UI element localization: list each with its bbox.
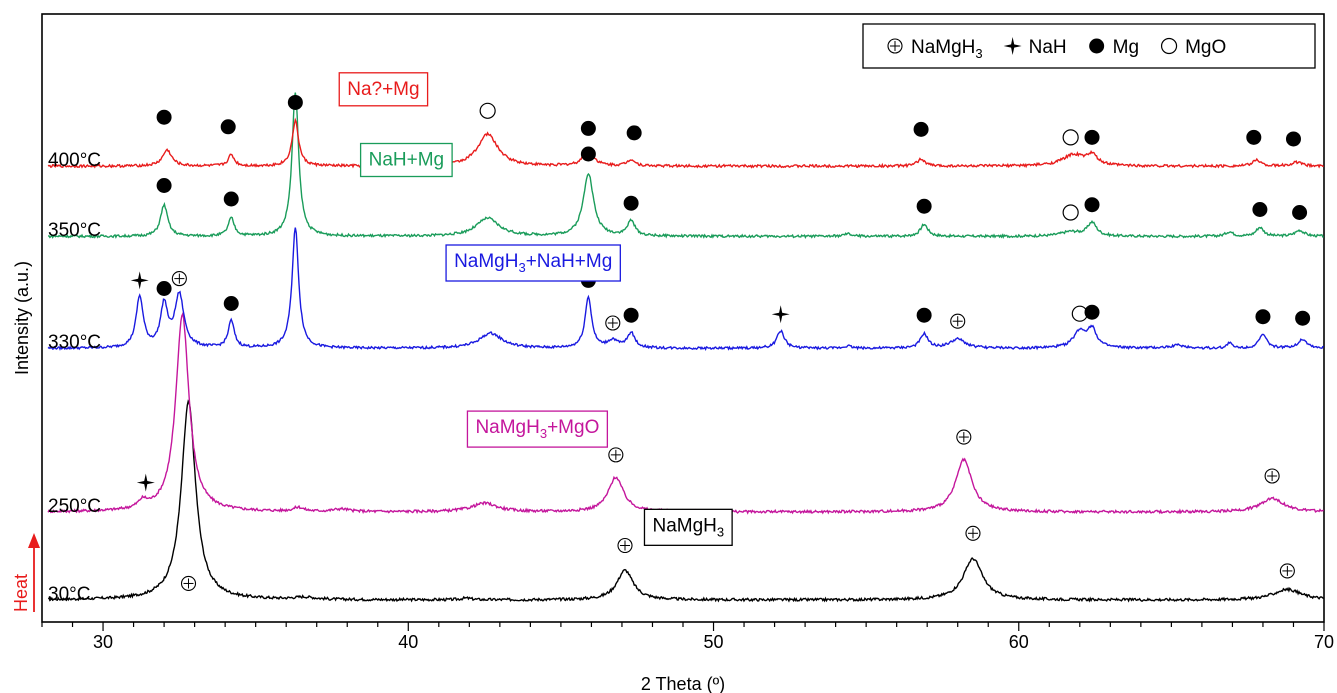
star-marker	[131, 271, 149, 289]
filled-circle-marker	[1085, 130, 1100, 145]
circle-plus-marker	[172, 272, 186, 286]
circle-plus-marker	[609, 448, 623, 462]
filled-circle-marker	[914, 122, 929, 137]
circle-plus-marker	[182, 576, 196, 590]
series-temperature-label: 30°C	[48, 584, 90, 605]
phase-label: NaMgH3+MgO	[467, 411, 607, 447]
filled-circle-marker	[1246, 130, 1261, 145]
circle-plus-marker	[1265, 469, 1279, 483]
circle-plus-marker	[888, 39, 902, 53]
filled-circle-marker	[1292, 205, 1307, 220]
filled-circle-marker	[1295, 311, 1310, 326]
legend-label: Mg	[1113, 37, 1139, 58]
heat-indicator: Heat	[11, 533, 40, 612]
filled-circle-marker	[1085, 197, 1100, 212]
filled-circle-marker	[224, 192, 239, 207]
filled-circle-marker	[157, 281, 172, 296]
phase-label: NaMgH3+NaH+Mg	[446, 245, 620, 281]
phase-label-text: NaMgH3	[652, 515, 724, 539]
star-marker	[137, 474, 155, 492]
series-line	[48, 401, 1324, 601]
circle-plus-marker	[957, 430, 971, 444]
open-circle-marker	[1162, 39, 1177, 54]
filled-circle-marker	[1252, 202, 1267, 217]
x-axis: 30 40 50 60 70	[42, 622, 1334, 652]
filled-circle-marker	[1085, 305, 1100, 320]
circle-plus-marker	[966, 526, 980, 540]
filled-circle-marker	[917, 199, 932, 214]
filled-circle-marker	[157, 178, 172, 193]
filled-circle-marker	[581, 147, 596, 162]
circle-plus-marker	[618, 539, 632, 553]
phase-label-text: NaMgH3+NaH+Mg	[454, 251, 612, 275]
phase-label: Na?+Mg	[339, 73, 427, 106]
filled-circle-marker	[288, 95, 303, 110]
legend-label: NaMgH3	[911, 37, 983, 61]
circle-plus-marker	[951, 314, 965, 328]
open-circle-marker	[1063, 205, 1078, 220]
x-tick-label: 50	[704, 632, 724, 652]
phase-label-text: NaMgH3+MgO	[475, 417, 599, 441]
filled-circle-marker	[221, 119, 236, 134]
filled-circle-marker	[1255, 309, 1270, 324]
legend: NaMgH3 NaH Mg MgO	[863, 24, 1315, 68]
y-axis-title: Intensity (a.u.)	[12, 261, 32, 375]
filled-circle-marker	[581, 121, 596, 136]
filled-circle-marker	[624, 196, 639, 211]
star-marker	[772, 305, 790, 323]
series-line	[48, 120, 1324, 167]
legend-label: NaH	[1029, 37, 1067, 58]
circle-plus-marker	[606, 316, 620, 330]
filled-circle-marker	[1089, 39, 1104, 54]
open-circle-marker	[480, 103, 495, 118]
series-temperature-label: 350°C	[48, 220, 101, 241]
phase-label-text: NaH+Mg	[369, 150, 445, 171]
x-tick-label: 60	[1009, 632, 1029, 652]
x-tick-label: 40	[398, 632, 418, 652]
filled-circle-marker	[917, 308, 932, 323]
filled-circle-marker	[157, 110, 172, 125]
filled-circle-marker	[1286, 131, 1301, 146]
filled-circle-marker	[224, 296, 239, 311]
filled-circle-marker	[627, 125, 642, 140]
legend-label: MgO	[1185, 37, 1226, 58]
x-tick-label: 70	[1314, 632, 1334, 652]
x-axis-title: 2 Theta (º)	[641, 674, 725, 693]
phase-label-text: Na?+Mg	[347, 79, 419, 100]
heat-label: Heat	[11, 574, 31, 612]
series-temperature-label: 400°C	[48, 150, 101, 171]
filled-circle-marker	[624, 308, 639, 323]
circle-plus-marker	[1280, 564, 1294, 578]
label-layer: 30°C NaMgH3 250°C NaMgH3+MgO 330°C NaMgH3+NaH…	[48, 73, 732, 605]
phase-label: NaMgH3	[644, 509, 732, 545]
series-temperature-label: 250°C	[48, 496, 101, 517]
x-tick-label: 30	[93, 632, 113, 652]
series-temperature-label: 330°C	[48, 332, 101, 353]
phase-label: NaH+Mg	[361, 144, 453, 177]
open-circle-marker	[1063, 130, 1078, 145]
series-line	[48, 228, 1324, 350]
